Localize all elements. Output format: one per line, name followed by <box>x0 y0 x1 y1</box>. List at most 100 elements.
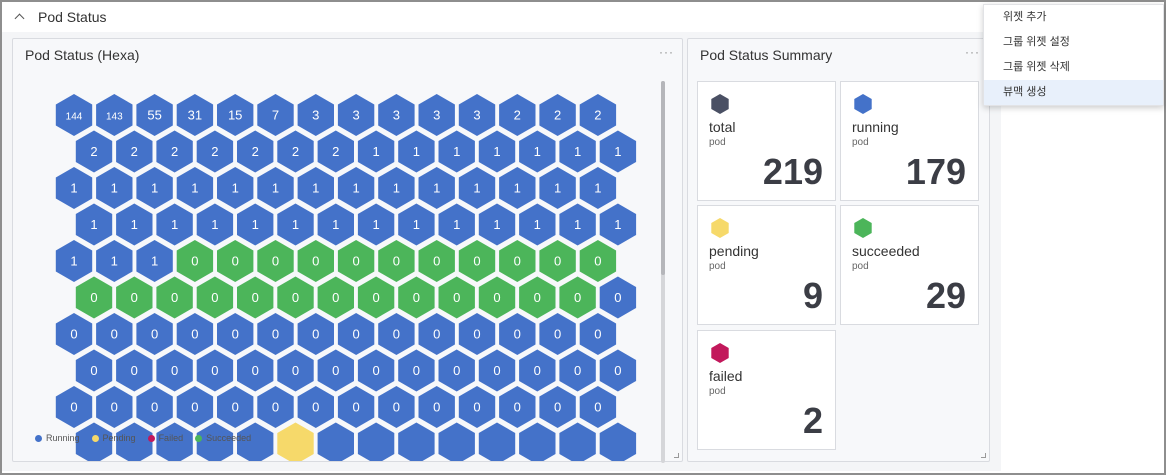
hex-cell[interactable]: 0 <box>499 313 536 355</box>
hex-cell[interactable]: 0 <box>337 240 375 282</box>
hex-cell[interactable]: 2 <box>237 130 274 173</box>
hex-cell[interactable]: 0 <box>136 313 173 355</box>
hex-cell[interactable]: 2 <box>277 130 314 173</box>
hex-cell[interactable]: 1 <box>418 167 455 209</box>
hex-cell[interactable]: 0 <box>458 240 496 282</box>
more-options-icon[interactable]: ··· <box>659 45 674 59</box>
hex-cell[interactable]: 0 <box>499 240 536 282</box>
hex-cell[interactable]: 0 <box>196 349 234 392</box>
hex-cell[interactable] <box>398 422 435 462</box>
hex-cell[interactable]: 0 <box>217 386 254 428</box>
hex-cell[interactable]: 0 <box>217 313 254 355</box>
menu-item[interactable]: 뷰맥 생성 <box>984 80 1163 105</box>
hex-cell[interactable]: 1 <box>317 203 354 246</box>
hex-cell[interactable]: 1 <box>136 167 173 209</box>
hex-cell[interactable]: 0 <box>196 276 234 319</box>
hex-cell[interactable]: 3 <box>458 94 496 136</box>
hex-cell[interactable]: 0 <box>75 276 113 319</box>
hex-cell[interactable]: 1 <box>75 203 113 246</box>
hex-cell[interactable]: 0 <box>357 276 395 319</box>
hex-cell[interactable]: 0 <box>156 276 193 319</box>
hex-cell[interactable]: 0 <box>418 313 455 355</box>
hex-cell[interactable]: 0 <box>75 349 113 392</box>
hex-cell[interactable]: 0 <box>277 349 314 392</box>
legend-item[interactable]: Running <box>35 433 80 443</box>
hex-cell[interactable]: 0 <box>519 276 556 319</box>
more-options-icon[interactable]: ··· <box>965 45 980 59</box>
hex-cell[interactable]: 1 <box>398 203 435 246</box>
hex-cell[interactable]: 1 <box>176 167 214 209</box>
hex-cell[interactable]: 0 <box>418 386 455 428</box>
hex-cell[interactable]: 0 <box>599 276 637 319</box>
hex-cell[interactable] <box>116 422 153 462</box>
hex-cell[interactable]: 0 <box>559 276 596 319</box>
hex-cell[interactable]: 1 <box>378 167 415 209</box>
hex-cell[interactable]: 1 <box>599 203 637 246</box>
hex-cell[interactable]: 0 <box>519 349 556 392</box>
hex-cell[interactable]: 0 <box>116 276 153 319</box>
hex-cell[interactable]: 0 <box>539 313 576 355</box>
hex-cell[interactable]: 0 <box>579 386 617 428</box>
hex-cell[interactable]: 0 <box>116 349 153 392</box>
hex-cell[interactable] <box>478 422 516 462</box>
hex-cell[interactable]: 2 <box>539 94 576 136</box>
hex-cell[interactable] <box>156 422 193 462</box>
hex-cell[interactable]: 1 <box>297 167 334 209</box>
hex-cell[interactable]: 0 <box>398 276 435 319</box>
hex-cell[interactable]: 55 <box>136 94 173 136</box>
legend-item[interactable]: Failed <box>147 433 183 443</box>
hex-cell[interactable]: 2 <box>579 94 617 136</box>
hex-cell[interactable]: 0 <box>257 386 294 428</box>
chevron-up-icon[interactable] <box>14 12 26 22</box>
hex-cell[interactable]: 0 <box>438 276 475 319</box>
hex-cell[interactable]: 2 <box>317 130 354 173</box>
hex-cell[interactable]: 0 <box>237 276 274 319</box>
hex-cell[interactable]: 0 <box>599 349 637 392</box>
hex-cell[interactable]: 1 <box>599 130 637 173</box>
hex-cell[interactable]: 1 <box>559 203 596 246</box>
hex-cell[interactable]: 0 <box>156 349 193 392</box>
hex-cell[interactable]: 0 <box>96 313 133 355</box>
hex-cell[interactable]: 0 <box>337 313 375 355</box>
hex-cell[interactable]: 1 <box>499 167 536 209</box>
hex-cell[interactable]: 0 <box>337 386 375 428</box>
hex-cell[interactable]: 1 <box>156 203 193 246</box>
hex-cell[interactable]: 0 <box>478 276 516 319</box>
hex-cell[interactable]: 1 <box>136 240 173 282</box>
hex-cell[interactable]: 0 <box>257 240 294 282</box>
hex-cell[interactable]: 1 <box>539 167 576 209</box>
hex-cell[interactable]: 1 <box>196 203 234 246</box>
hex-cell[interactable]: 2 <box>196 130 234 173</box>
hex-cell[interactable]: 1 <box>357 130 395 173</box>
hex-cell[interactable]: 0 <box>579 240 617 282</box>
hex-cell[interactable]: 1 <box>337 167 375 209</box>
hex-cell[interactable] <box>357 422 395 462</box>
hex-cell[interactable]: 1 <box>478 203 516 246</box>
hex-cell[interactable]: 1 <box>357 203 395 246</box>
hex-cell[interactable]: 144 <box>55 94 93 136</box>
hex-cell[interactable]: 0 <box>499 386 536 428</box>
hex-cell[interactable]: 0 <box>297 240 334 282</box>
hex-cell[interactable] <box>317 422 354 462</box>
hex-cell[interactable]: 0 <box>579 313 617 355</box>
hex-cell[interactable]: 1 <box>398 130 435 173</box>
hex-cell[interactable]: 0 <box>378 313 415 355</box>
hex-cell[interactable]: 0 <box>297 386 334 428</box>
hex-cell[interactable]: 2 <box>499 94 536 136</box>
hex-cell[interactable]: 0 <box>277 276 314 319</box>
hex-cell[interactable]: 0 <box>317 276 354 319</box>
hex-cell[interactable]: 1 <box>519 203 556 246</box>
hex-cell[interactable] <box>277 422 314 462</box>
scrollbar-thumb[interactable] <box>661 81 665 275</box>
hex-cell[interactable]: 0 <box>458 386 496 428</box>
hex-cell[interactable]: 143 <box>96 94 133 136</box>
hex-cell[interactable]: 0 <box>257 313 294 355</box>
hex-cell[interactable]: 1 <box>116 203 153 246</box>
hex-cell[interactable]: 0 <box>418 240 455 282</box>
hex-cell[interactable]: 1 <box>257 167 294 209</box>
hex-cell[interactable]: 0 <box>297 313 334 355</box>
hex-cell[interactable] <box>237 422 274 462</box>
hex-cell[interactable]: 1 <box>478 130 516 173</box>
resize-handle[interactable] <box>981 453 986 458</box>
hex-cell[interactable] <box>599 422 637 462</box>
